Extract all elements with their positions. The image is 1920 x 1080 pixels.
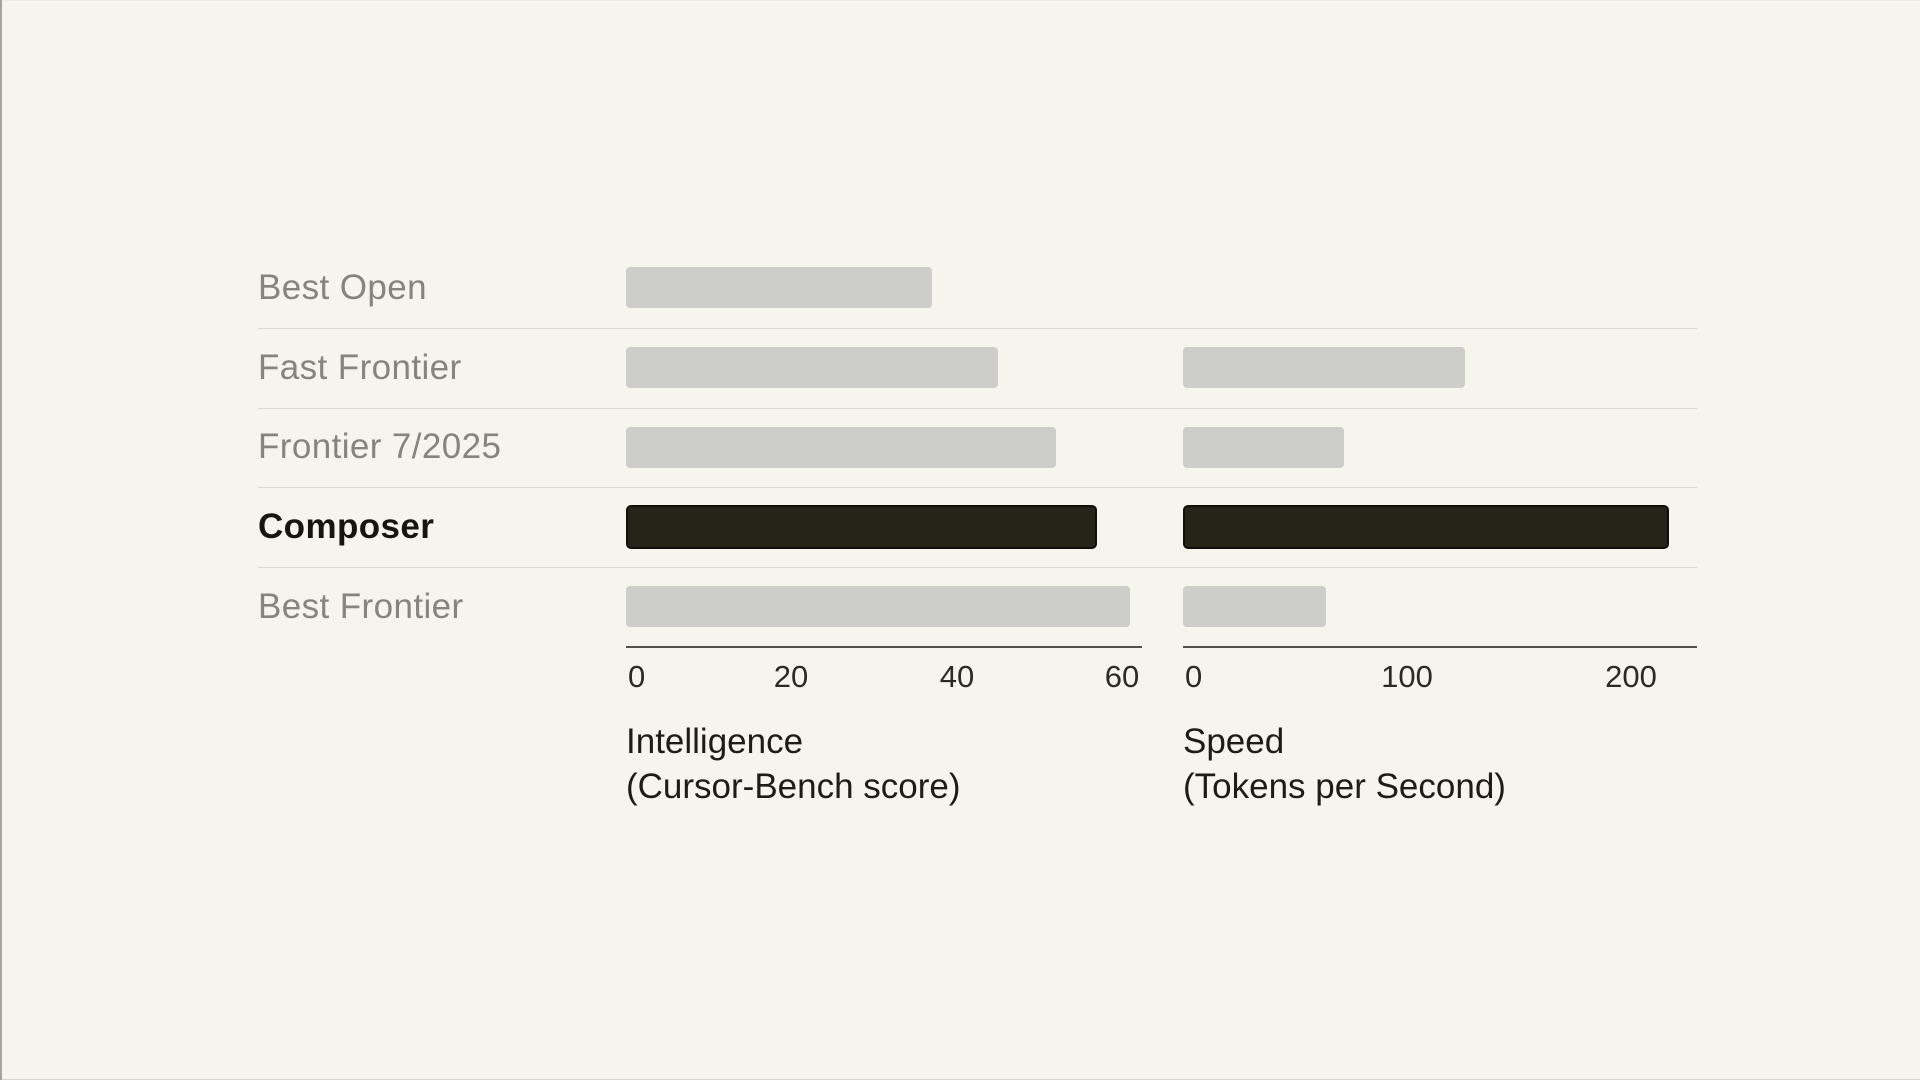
bar-intelligence-fast-frontier bbox=[626, 347, 998, 388]
bar-intelligence-composer bbox=[626, 505, 1097, 549]
bar-intelligence-best-open bbox=[626, 267, 932, 308]
intelligence-tick-0: 0 bbox=[628, 659, 646, 694]
intelligence-axis-title-line2: (Cursor-Bench score) bbox=[626, 767, 961, 806]
bar-speed-composer bbox=[1183, 505, 1669, 549]
bar-intelligence-frontier-7-2025 bbox=[626, 427, 1056, 468]
intelligence-tick-20: 20 bbox=[773, 659, 809, 694]
row-separator bbox=[258, 408, 1697, 409]
speed-axis-title-line1: Speed bbox=[1183, 722, 1285, 761]
intelligence-axis-line bbox=[626, 646, 1142, 648]
intelligence-tick-60: 60 bbox=[1104, 659, 1140, 694]
speed-tick-100: 100 bbox=[1381, 659, 1433, 694]
speed-tick-0: 0 bbox=[1185, 659, 1203, 694]
intelligence-axis-title-line1: Intelligence bbox=[626, 722, 804, 761]
bar-speed-frontier-7-2025 bbox=[1183, 427, 1344, 468]
row-label-fast-frontier: Fast Frontier bbox=[258, 347, 462, 387]
bar-speed-best-frontier bbox=[1183, 586, 1326, 627]
bar-intelligence-best-frontier bbox=[626, 586, 1130, 627]
row-separator bbox=[258, 567, 1697, 568]
row-label-best-frontier: Best Frontier bbox=[258, 586, 464, 626]
row-label-composer: Composer bbox=[258, 507, 435, 547]
speed-tick-200: 200 bbox=[1605, 659, 1657, 694]
screenshot-top-edge bbox=[0, 0, 1920, 1]
row-separator bbox=[258, 487, 1697, 488]
row-separator bbox=[258, 328, 1697, 329]
row-label-frontier-7-2025: Frontier 7/2025 bbox=[258, 427, 502, 467]
bar-speed-fast-frontier bbox=[1183, 347, 1465, 388]
speed-axis-title: Speed (Tokens per Second) bbox=[1183, 719, 1506, 809]
screenshot-left-edge bbox=[0, 0, 2, 1080]
intelligence-axis-title: Intelligence (Cursor-Bench score) bbox=[626, 719, 961, 809]
speed-axis-line bbox=[1183, 646, 1697, 648]
row-label-best-open: Best Open bbox=[258, 267, 427, 307]
intelligence-tick-40: 40 bbox=[939, 659, 975, 694]
speed-axis-title-line2: (Tokens per Second) bbox=[1183, 767, 1506, 806]
